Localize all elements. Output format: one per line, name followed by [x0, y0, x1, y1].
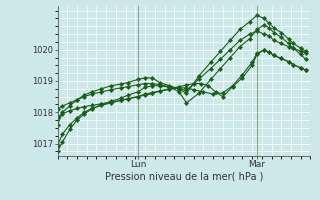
X-axis label: Pression niveau de la mer( hPa ): Pression niveau de la mer( hPa ) — [105, 172, 263, 182]
